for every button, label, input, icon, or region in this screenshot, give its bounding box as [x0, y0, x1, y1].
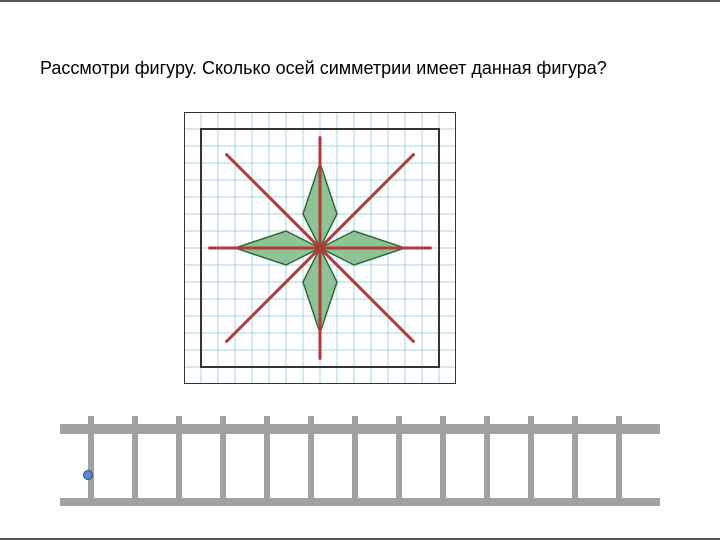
page-border-top [0, 0, 720, 2]
fence-figure [60, 416, 660, 516]
question-text: Рассмотри фигуру. Сколько осей симметрии… [40, 58, 680, 79]
bullet-dot [83, 470, 93, 480]
page: Рассмотри фигуру. Сколько осей симметрии… [0, 0, 720, 540]
symmetry-figure [184, 112, 456, 384]
